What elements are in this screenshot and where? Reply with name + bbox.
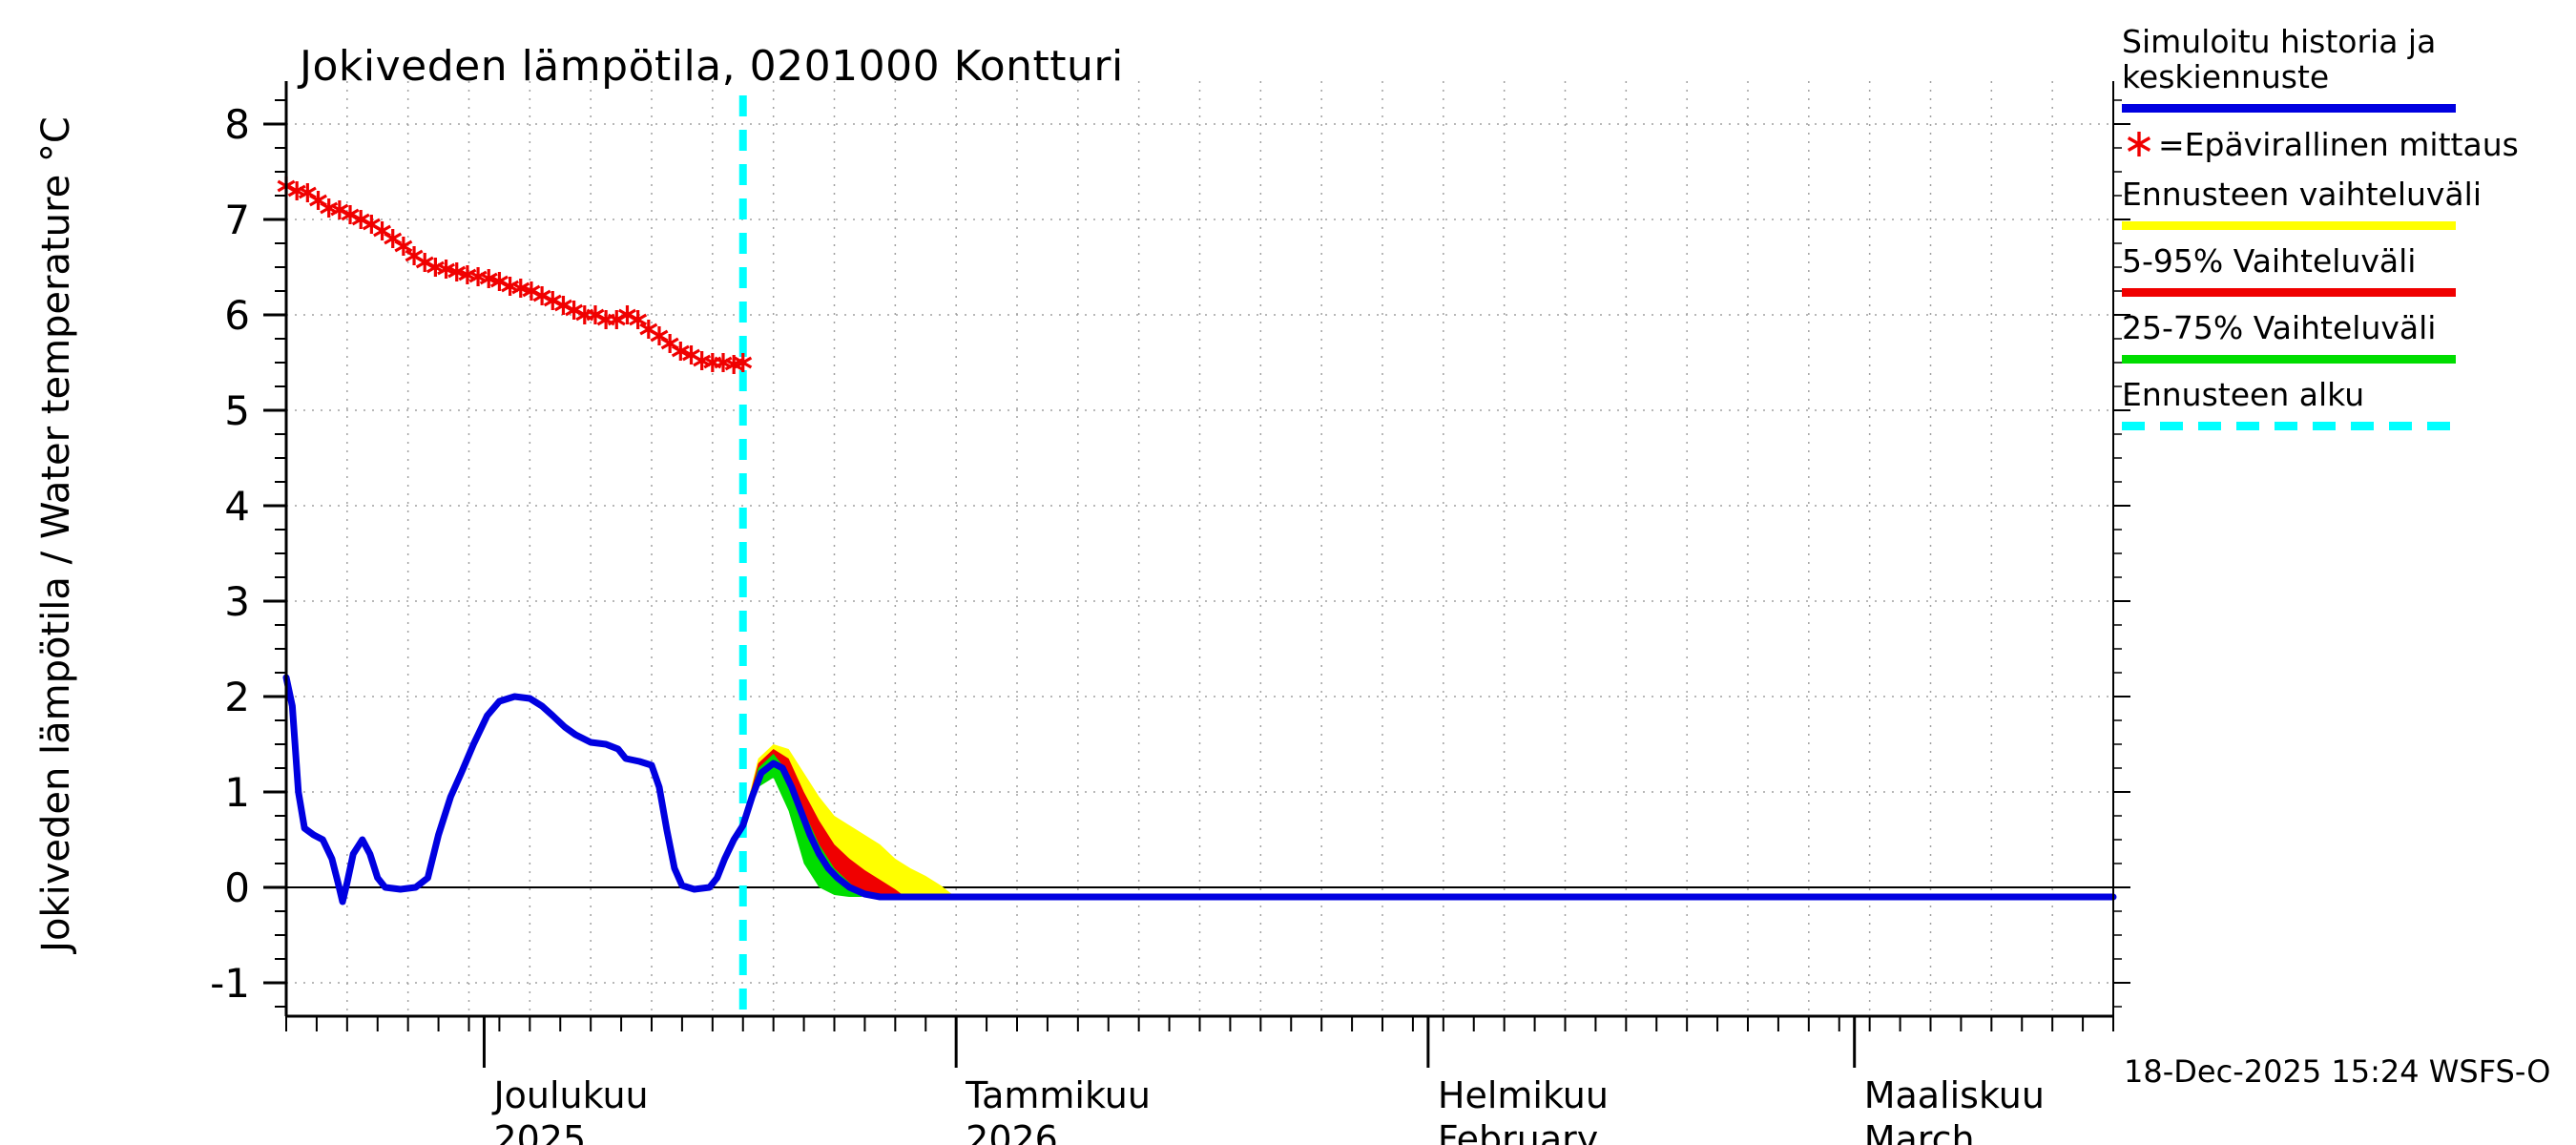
month-sublabel: February	[1438, 1118, 1598, 1145]
y-tick-label: 0	[224, 864, 250, 911]
gridlines	[286, 81, 2113, 1016]
series-observations	[277, 177, 753, 374]
legend-item: 5-95% Vaihteluväli	[2122, 241, 2549, 297]
legend-item: Ennusteen vaihteluväli	[2122, 177, 2549, 230]
legend-item: Simuloitu historia ja keskiennuste	[2122, 23, 2549, 113]
month-sublabel: 2026	[966, 1118, 1058, 1145]
legend-swatch-red	[2122, 287, 2456, 297]
y-tick-label: 7	[224, 197, 250, 243]
y-tick-label: -1	[210, 960, 250, 1007]
band-green	[742, 754, 862, 897]
legend-label: Simuloitu historia ja keskiennuste	[2122, 23, 2437, 95]
legend-swatch-green	[2122, 354, 2456, 364]
legend: Simuloitu historia ja keskiennuste =Epävi…	[2122, 23, 2549, 445]
legend-label: =Epävirallinen mittaus	[2122, 127, 2549, 163]
month-label: Maaliskuu	[1864, 1074, 2045, 1116]
month-sublabel: March	[1864, 1118, 1975, 1145]
page-title: Jokiveden lämpötila, 0201000 Kontturi	[300, 42, 1124, 91]
y-axis-title: Jokiveden lämpötila / Water temperature …	[34, 116, 78, 955]
month-sublabel: 2025	[493, 1118, 586, 1145]
y-tick-label: 2	[224, 674, 250, 720]
legend-label: Ennusteen vaihteluväli	[2122, 175, 2482, 213]
asterisk-marker-icon	[2127, 131, 2151, 156]
y-tick-label: 8	[224, 101, 250, 148]
legend-swatch-blue	[2122, 103, 2456, 113]
y-tick-label: 6	[224, 292, 250, 339]
legend-item: Ennusteen alku	[2122, 375, 2549, 430]
timestamp-label: 18-Dec-2025 15:24 WSFS-O	[2124, 1053, 2551, 1090]
month-label: Tammikuu	[965, 1074, 1151, 1116]
legend-label: Ennusteen alku	[2122, 375, 2365, 413]
series-history-forecast	[282, 674, 2117, 906]
y-tick-label: 5	[224, 387, 250, 434]
y-tick-label: 3	[224, 578, 250, 625]
legend-swatch-yellow	[2122, 220, 2456, 230]
y-tick-label: 1	[224, 769, 250, 816]
y-ticks: -1 0 1 2 3 4 5 6 7 8	[210, 99, 2130, 1008]
legend-item: 25-75% Vaihteluväli	[2122, 308, 2549, 364]
y-tick-label: 4	[224, 483, 250, 530]
month-label: Helmikuu	[1438, 1074, 1609, 1116]
month-label: Joulukuu	[491, 1074, 648, 1116]
legend-swatch-dashed-cyan	[2122, 421, 2456, 430]
legend-label: 25-75% Vaihteluväli	[2122, 308, 2437, 346]
legend-item: =Epävirallinen mittaus	[2122, 127, 2549, 163]
legend-label: 5-95% Vaihteluväli	[2122, 241, 2417, 280]
